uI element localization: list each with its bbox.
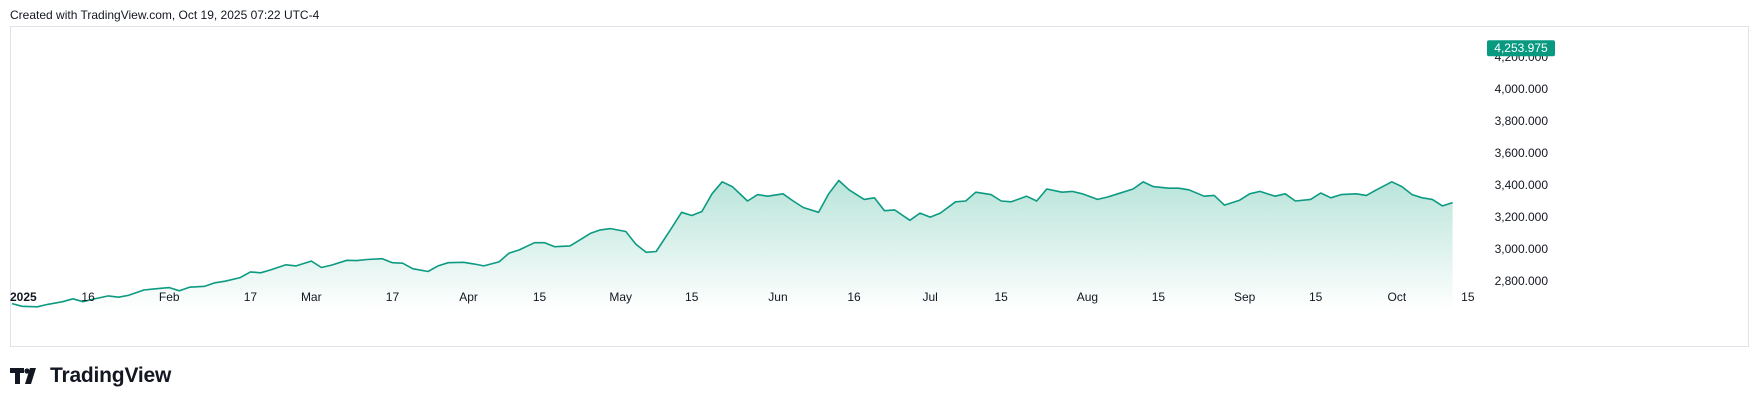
- y-axis-tick-label: 3,800.000: [1495, 114, 1549, 128]
- last-price-tag: [1487, 40, 1555, 57]
- y-axis-tick-label: 3,200.000: [1495, 210, 1549, 224]
- tradingview-logo-icon: [10, 368, 36, 384]
- x-axis-tick-label: 15: [533, 290, 547, 304]
- y-axis-tick-label: 4,000.000: [1495, 82, 1549, 96]
- x-axis-tick-label: 16: [847, 290, 861, 304]
- x-axis-tick-label: 15: [1461, 290, 1475, 304]
- price-line[interactable]: [11, 179, 1453, 308]
- x-axis-tick-label: 17: [244, 290, 258, 304]
- x-axis-tick-label: 2025: [10, 290, 37, 304]
- y-axis-tick-label: 2,800.000: [1495, 274, 1549, 288]
- last-price-label: 4,253.975: [1494, 41, 1548, 55]
- price-chart[interactable]: 2,800.000 3,000.000 3,200.000 3,400.000 3,60…: [0, 0, 1760, 360]
- x-axis-tick-label: Aug: [1077, 290, 1098, 304]
- x-axis-tick-label: Jul: [922, 290, 937, 304]
- x-axis-tick-label: 15: [1152, 290, 1166, 304]
- x-axis-tick-label: Apr: [459, 290, 478, 304]
- brand-name: TradingView: [50, 364, 172, 387]
- y-axis-tick-label: 3,400.000: [1495, 178, 1549, 192]
- y-axis-tick-label: 3,600.000: [1495, 146, 1549, 160]
- x-axis-tick-label: Sep: [1234, 290, 1256, 304]
- footer-brand: TradingView: [10, 364, 171, 388]
- price-area-fill: [12, 180, 1453, 310]
- x-axis-tick-label: May: [609, 290, 632, 304]
- x-axis-tick-label: Feb: [159, 290, 180, 304]
- x-axis-tick-label: Oct: [1388, 290, 1407, 304]
- x-axis-tick-label: 16: [81, 290, 95, 304]
- x-axis-tick-label: Jun: [768, 290, 787, 304]
- x-axis-tick-label: Mar: [301, 290, 322, 304]
- x-axis-tick-label: 15: [994, 290, 1008, 304]
- x-axis-tick-label: 17: [386, 290, 400, 304]
- chart-created-caption: Created with TradingView.com, Oct 19, 20…: [10, 8, 320, 22]
- chart-frame: [10, 26, 1749, 347]
- x-axis-tick-label: 15: [685, 290, 699, 304]
- x-axis-tick-label: 15: [1309, 290, 1323, 304]
- y-axis-tick-label: 3,000.000: [1495, 242, 1549, 256]
